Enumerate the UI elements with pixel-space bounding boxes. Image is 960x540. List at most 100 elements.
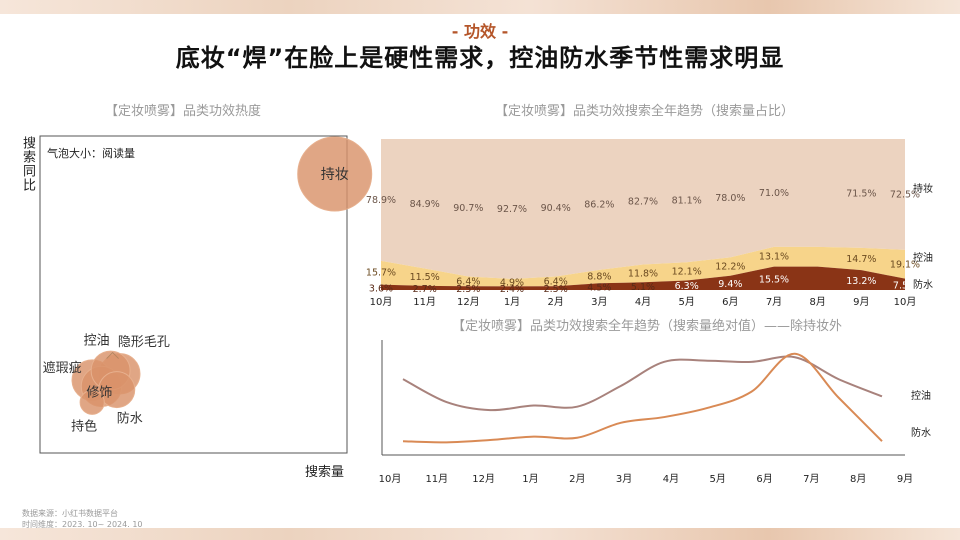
line-x-tick: 7月 [803, 473, 819, 485]
area-x-tick: 12月 [457, 296, 480, 308]
bubble-label-控油: 控油 [84, 334, 110, 349]
area-x-tick: 10月 [370, 296, 393, 308]
bottom-decor-band [0, 528, 960, 540]
area-x-tick: 3月 [591, 296, 607, 308]
area-value-label: 2.5% [544, 284, 568, 295]
area-value-label: 3.6% [369, 283, 393, 294]
area-value-label: 13.1% [759, 252, 789, 263]
line-x-tick: 3月 [616, 473, 632, 485]
area-value-label: 92.7% [497, 204, 527, 215]
area-value-label: 84.9% [410, 199, 440, 210]
line-x-tick: 8月 [850, 473, 866, 485]
line-x-tick: 4月 [663, 473, 679, 485]
line-series-控油 [402, 355, 883, 412]
area-value-label: 71.0% [759, 188, 789, 199]
area-chart-title: 【定妆喷雾】品类功效搜索全年趋势（搜索量占比） [495, 104, 795, 119]
area-value-label: 4.9% [500, 278, 524, 289]
time-range-note: 时间维度：2023. 10~ 2024. 10 [22, 520, 143, 529]
area-x-tick: 2月 [547, 296, 563, 308]
area-value-label: 9.4% [718, 279, 742, 290]
area-x-tick: 1月 [504, 296, 520, 308]
bubble-label-遮瑕疵: 遮瑕疵 [43, 360, 82, 376]
area-x-tick: 8月 [809, 296, 825, 308]
area-value-label: 13.2% [846, 276, 876, 287]
area-legend-控油: 控油 [913, 251, 933, 264]
area-value-label: 2.4% [500, 284, 524, 295]
area-x-tick: 10月 [894, 296, 917, 308]
area-value-label: 82.7% [628, 197, 658, 208]
bubble-防水 [98, 371, 136, 409]
area-x-tick: 7月 [766, 296, 782, 308]
area-band-控油 [381, 246, 905, 287]
area-value-label: 7.5% [893, 280, 917, 291]
line-x-tick: 5月 [710, 473, 726, 485]
area-x-tick: 9月 [853, 296, 869, 308]
area-value-label: 6.3% [675, 281, 699, 292]
line-series-防水 [402, 352, 883, 444]
line-x-tick: 6月 [756, 473, 772, 485]
area-value-label: 15.7% [366, 268, 396, 279]
area-band-防水 [381, 266, 905, 290]
area-value-label: 78.0% [715, 193, 745, 204]
bubble-plot-frame [39, 135, 348, 454]
bubble-label-防水: 防水 [117, 411, 143, 427]
page-title: 底妆“焊”在脸上是硬性需求，控油防水季节性需求明显 [175, 44, 785, 72]
area-value-label: 11.5% [410, 272, 440, 283]
area-value-label: 5.1% [631, 282, 655, 293]
bubble-持妆 [297, 136, 373, 212]
area-value-label: 81.1% [672, 196, 702, 207]
top-decor-band [0, 0, 960, 14]
area-value-label: 12.1% [672, 266, 702, 277]
bubble-label-隐形毛孔: 隐形毛孔 [118, 335, 170, 350]
area-value-label: 4.5% [587, 283, 611, 294]
area-value-label: 71.5% [846, 188, 876, 199]
bubble-label-持妆: 持妆 [321, 167, 349, 183]
line-legend-防水: 防水 [911, 426, 931, 439]
bubble-label-持色: 持色 [71, 418, 97, 434]
area-value-label: 19.1% [890, 259, 920, 270]
area-value-label: 72.5% [890, 189, 920, 200]
line-chart-title: 【定妆喷雾】品类功效搜索全年趋势（搜索量绝对值）——除持妆外 [452, 319, 843, 334]
area-legend-持妆: 持妆 [913, 182, 933, 195]
bubble-隐形毛孔 [99, 353, 141, 395]
line-legend-控油: 控油 [911, 389, 931, 402]
area-value-label: 2.7% [413, 284, 437, 295]
bubble-x-axis-label: 搜索量 [305, 465, 345, 480]
bubble-chart-title: 【定妆喷雾】品类功效热度 [105, 104, 262, 119]
area-value-label: 6.4% [544, 276, 568, 287]
area-value-label: 15.5% [759, 274, 789, 285]
line-x-tick: 1月 [522, 473, 538, 485]
area-band-持妆 [381, 139, 905, 279]
bubble-持色 [79, 389, 105, 415]
line-x-tick: 12月 [472, 473, 495, 485]
area-value-label: 12.2% [715, 262, 745, 273]
area-x-tick: 5月 [678, 296, 694, 308]
area-x-tick: 6月 [722, 296, 738, 308]
area-x-tick: 11月 [413, 296, 436, 308]
line-x-tick: 11月 [425, 473, 448, 485]
line-x-tick: 10月 [379, 473, 402, 485]
bubble-修饰 [80, 365, 123, 408]
bubble-y-axis-label: 搜索同比 [20, 136, 35, 192]
area-value-label: 2.5% [456, 284, 480, 295]
bubble-label-修饰: 修饰 [86, 385, 112, 400]
bubble-leader-line [106, 351, 119, 359]
line-x-tick: 2月 [569, 473, 585, 485]
area-value-label: 86.2% [584, 199, 614, 210]
area-value-label: 78.9% [366, 195, 396, 206]
section-tag: - 功效 - [451, 22, 509, 41]
area-x-tick: 4月 [635, 296, 651, 308]
area-value-label: 8.8% [587, 272, 611, 283]
area-legend-防水: 防水 [913, 278, 933, 291]
bubble-遮瑕疵 [71, 359, 113, 401]
bubble-size-note: 气泡大小：阅读量 [47, 147, 135, 160]
area-value-label: 90.4% [541, 203, 571, 214]
bubble-控油 [90, 350, 131, 391]
area-value-label: 90.7% [453, 203, 483, 214]
area-value-label: 11.8% [628, 268, 658, 279]
source-note: 数据来源：小红书数据平台 [22, 509, 118, 518]
line-x-tick: 9月 [897, 473, 913, 485]
